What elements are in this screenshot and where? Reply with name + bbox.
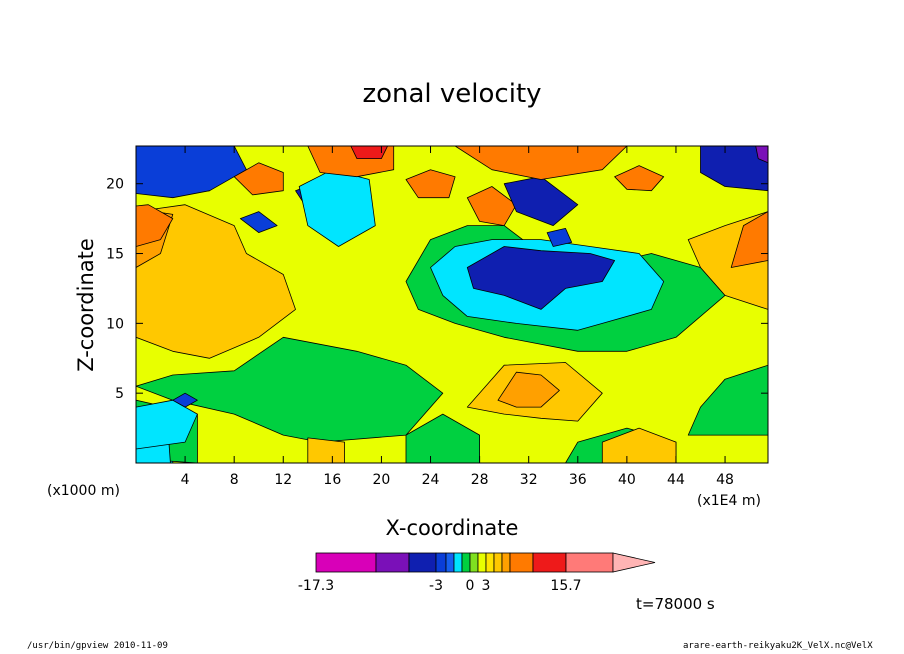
contour-region <box>405 169 456 199</box>
colorbar-swatch <box>453 552 463 573</box>
heatmap-field <box>136 146 768 463</box>
y-axis-label: Z-coordinate <box>74 238 98 372</box>
contour-region <box>546 227 573 247</box>
colorbar-swatch <box>493 552 503 573</box>
x-axis-label: X-coordinate <box>386 516 519 540</box>
contour-region <box>466 186 517 227</box>
colorbar-swatch <box>565 552 614 573</box>
x-tick-label: 20 <box>373 472 391 488</box>
colorbar-label: 3 <box>482 578 491 594</box>
contour-region <box>172 392 198 408</box>
footer-left: /usr/bin/gpview 2010-11-09 <box>27 641 168 651</box>
colorbar-label: 0 <box>466 578 475 594</box>
contour-region <box>136 336 444 443</box>
colorbar-label: 15.7 <box>550 578 581 594</box>
colorbar-swatch <box>477 552 487 573</box>
x-unit-left: (x1000 m) <box>47 483 120 499</box>
x-tick-label: 24 <box>422 472 440 488</box>
contour-region <box>730 211 768 268</box>
colorbar-swatch <box>461 552 471 573</box>
x-tick-label: 48 <box>716 472 734 488</box>
x-tick-label: 12 <box>274 472 292 488</box>
y-tick-label: 10 <box>106 316 124 332</box>
contour-region <box>466 246 615 310</box>
colorbar-label: -17.3 <box>298 578 334 594</box>
contour-region <box>755 146 768 164</box>
colorbar-swatch <box>375 552 410 573</box>
colorbar-swatch <box>532 552 567 573</box>
contour-region <box>601 427 677 463</box>
contour-region <box>454 146 628 180</box>
x-tick-label: 40 <box>618 472 636 488</box>
y-tick-label: 15 <box>106 247 124 263</box>
colorbar-arrow <box>612 552 656 573</box>
colorbar: -17.3 -3 0 3 15.7 <box>298 552 656 594</box>
contour-region <box>136 204 296 359</box>
y-axis: 5 10 15 20 <box>106 177 768 402</box>
x-tick-label: 4 <box>181 472 190 488</box>
x-tick-label: 28 <box>471 472 489 488</box>
colorbar-swatch <box>469 552 479 573</box>
footer-right: arare-earth-reikyaku2K_VelX.nc@VelX <box>683 641 873 651</box>
contour-region <box>700 146 768 192</box>
chart-title: zonal velocity <box>362 79 541 109</box>
contour-region <box>405 413 481 463</box>
plot-frame <box>135 145 769 464</box>
y-tick-label: 20 <box>106 177 124 193</box>
x-tick-label: 16 <box>323 472 341 488</box>
colorbar-swatch <box>509 552 534 573</box>
x-unit-right: (x1E4 m) <box>697 493 761 509</box>
colorbar-label: -3 <box>429 578 443 594</box>
contour-region <box>687 364 768 436</box>
contour-region <box>350 146 389 160</box>
colorbar-swatch <box>485 552 495 573</box>
y-tick-label: 5 <box>115 386 124 402</box>
colorbar-swatch <box>315 552 377 573</box>
contour-region <box>307 437 346 463</box>
colorbar-swatch <box>445 552 455 573</box>
contour-region <box>239 211 278 234</box>
time-label: t=78000 s <box>636 595 715 613</box>
x-tick-label: 8 <box>230 472 239 488</box>
x-tick-label: 44 <box>667 472 685 488</box>
contour-region <box>497 371 560 408</box>
colorbar-swatch <box>501 552 511 573</box>
x-axis: 4 8 12 16 20 24 28 32 36 40 44 48 <box>181 146 734 488</box>
x-tick-label: 32 <box>520 472 538 488</box>
x-tick-label: 36 <box>569 472 587 488</box>
contour-region <box>136 204 174 247</box>
colorbar-swatch <box>435 552 447 573</box>
contour-region <box>614 165 665 192</box>
contour-region <box>233 162 284 196</box>
colorbar-swatch <box>408 552 437 573</box>
